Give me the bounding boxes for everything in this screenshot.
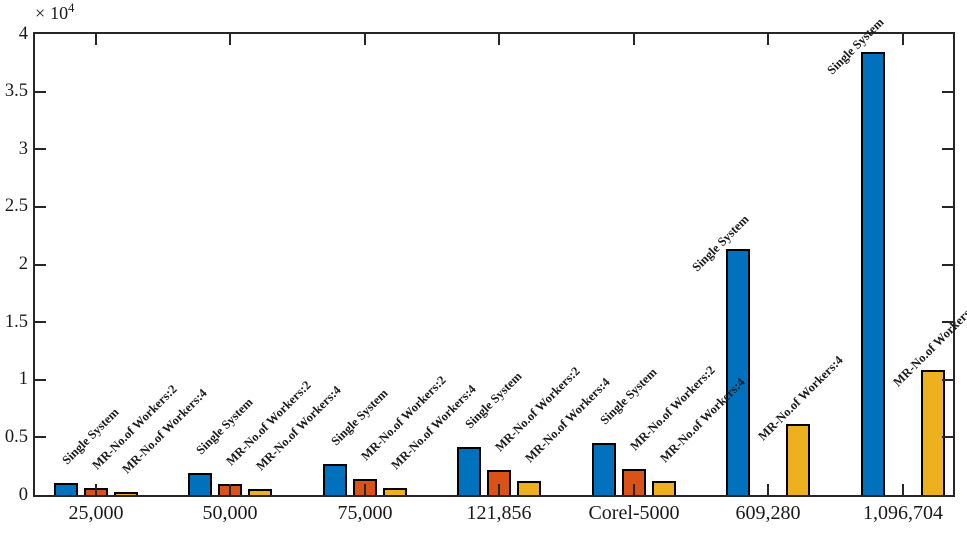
x-tick bbox=[229, 484, 231, 495]
y-tick-label: 0 bbox=[18, 485, 28, 505]
bar-single-system bbox=[592, 443, 616, 495]
x-tick-top bbox=[767, 34, 769, 45]
y-tick bbox=[35, 148, 46, 150]
plot-area: Single System Single System Single System S… bbox=[33, 15, 967, 497]
bar-single-system bbox=[54, 483, 78, 495]
bar-mr-no-of-workers-4 bbox=[517, 481, 541, 495]
x-tick bbox=[364, 484, 366, 495]
bar-mr-no-of-workers-4 bbox=[786, 424, 810, 495]
x-tick bbox=[498, 484, 500, 495]
y-tick-right bbox=[942, 148, 953, 150]
x-tick bbox=[902, 484, 904, 495]
y-tick bbox=[35, 321, 46, 323]
y-tick-label: 4 bbox=[18, 24, 28, 44]
x-tick-label: 25,000 bbox=[68, 502, 124, 524]
y-tick bbox=[35, 206, 46, 208]
bar-single-system bbox=[861, 52, 885, 495]
bar-mr-no-of-workers-4 bbox=[921, 370, 945, 495]
x-tick-label: 75,000 bbox=[337, 502, 393, 524]
bar-mr-no-of-workers-2 bbox=[487, 470, 511, 495]
y-tick-label: 2 bbox=[18, 254, 28, 274]
y-tick-label: 0.5 bbox=[4, 427, 28, 447]
x-tick-top bbox=[498, 34, 500, 45]
x-tick-label: 609,280 bbox=[735, 502, 801, 524]
y-tick-label: 2.5 bbox=[4, 196, 28, 216]
y-tick-right bbox=[942, 206, 953, 208]
x-tick bbox=[767, 484, 769, 495]
y-tick bbox=[35, 379, 46, 381]
x-tick-label: Corel-5000 bbox=[588, 502, 680, 524]
y-tick bbox=[35, 264, 46, 266]
exponent-base: 10 bbox=[50, 3, 69, 23]
x-tick-label: 1,096,704 bbox=[863, 502, 943, 524]
y-tick-right bbox=[942, 91, 953, 93]
x-tick-top bbox=[633, 34, 635, 45]
y-tick bbox=[35, 91, 46, 93]
y-tick-right bbox=[942, 436, 953, 438]
multiplier-symbol: × bbox=[35, 3, 46, 23]
y-tick-right bbox=[942, 321, 953, 323]
y-tick-label: 3 bbox=[18, 139, 28, 159]
x-tick-top bbox=[364, 34, 366, 45]
y-tick-right bbox=[942, 264, 953, 266]
x-tick-top bbox=[229, 34, 231, 45]
x-tick-label: 50,000 bbox=[202, 502, 258, 524]
bar-mr-no-of-workers-4 bbox=[652, 481, 676, 495]
x-tick-top bbox=[902, 34, 904, 45]
y-tick-label: 3.5 bbox=[4, 81, 28, 101]
bar-single-system bbox=[188, 473, 212, 495]
bar-single-system bbox=[323, 464, 347, 495]
bar-single-system bbox=[457, 447, 481, 495]
bar-single-system bbox=[726, 249, 750, 495]
x-tick bbox=[95, 484, 97, 495]
bar-mr-no-of-workers-4 bbox=[248, 489, 272, 495]
x-tick-top bbox=[95, 34, 97, 45]
y-tick-label: 1 bbox=[18, 369, 28, 389]
x-tick-label: 121,856 bbox=[466, 502, 532, 524]
x-tick bbox=[633, 484, 635, 495]
y-tick-label: 1.5 bbox=[4, 312, 28, 332]
y-tick bbox=[35, 436, 46, 438]
y-tick-right bbox=[942, 379, 953, 381]
bar-mr-no-of-workers-4 bbox=[383, 488, 407, 495]
y-axis-exponent: × 104 bbox=[35, 1, 74, 24]
bar-mr-no-of-workers-4 bbox=[114, 492, 138, 495]
exponent-power: 4 bbox=[68, 1, 75, 15]
